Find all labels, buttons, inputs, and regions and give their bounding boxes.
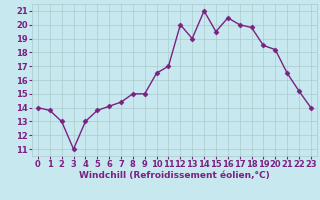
X-axis label: Windchill (Refroidissement éolien,°C): Windchill (Refroidissement éolien,°C) (79, 171, 270, 180)
